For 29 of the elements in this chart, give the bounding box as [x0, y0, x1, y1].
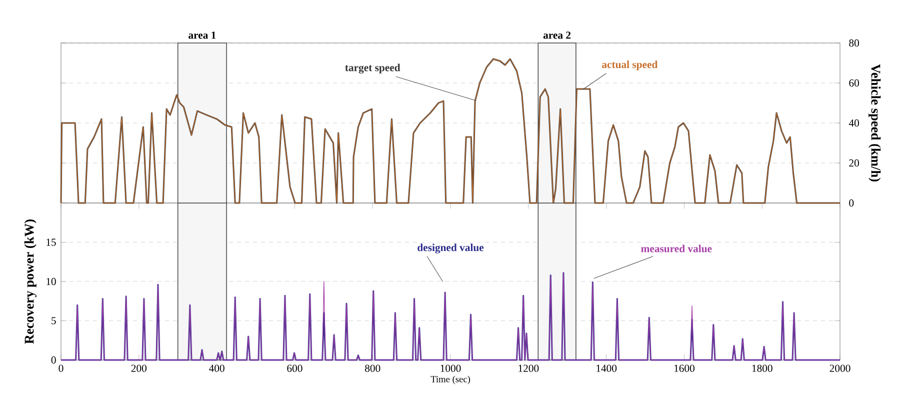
x-tick-label: 1800	[752, 364, 772, 372]
x-tick-label: 600	[287, 364, 302, 372]
x-tick-label: 400	[209, 364, 224, 372]
x-tick-label: 800	[365, 364, 380, 372]
y-tick-label: 40	[848, 119, 859, 127]
y-tick-label: 60	[849, 79, 859, 87]
text: measured value	[641, 244, 712, 252]
text: actual speed	[602, 60, 658, 70]
y-tick-label: 0	[51, 356, 56, 364]
x-tick-label: 200	[131, 364, 147, 372]
y-tick-label: 0	[849, 199, 854, 207]
y-tick-label: 80	[849, 39, 859, 47]
x-tick-label: 1200	[518, 364, 539, 372]
text: designed value	[418, 244, 484, 254]
band-label: area 1	[188, 32, 216, 39]
x-tick-label: 1600	[674, 364, 694, 372]
y-axis-title: Vehicle speed (km/h)	[868, 64, 881, 182]
y-tick-label: 10	[46, 278, 56, 286]
y-axis-title: Recovery power (kW)	[24, 220, 36, 344]
x-tick-label: 0	[58, 364, 64, 372]
text: target speed	[345, 64, 400, 74]
y-tick-label: 5	[52, 317, 56, 324]
x-axis-title: Time (sec)	[430, 376, 470, 384]
x-tick-label: 2000	[830, 364, 850, 372]
x-tick-label: 1400	[596, 364, 617, 372]
band-label: area 2	[543, 32, 571, 39]
y-tick-label: 15	[46, 238, 56, 246]
x-tick-label: 1000	[440, 364, 461, 372]
y-tick-label: 20	[849, 159, 859, 167]
